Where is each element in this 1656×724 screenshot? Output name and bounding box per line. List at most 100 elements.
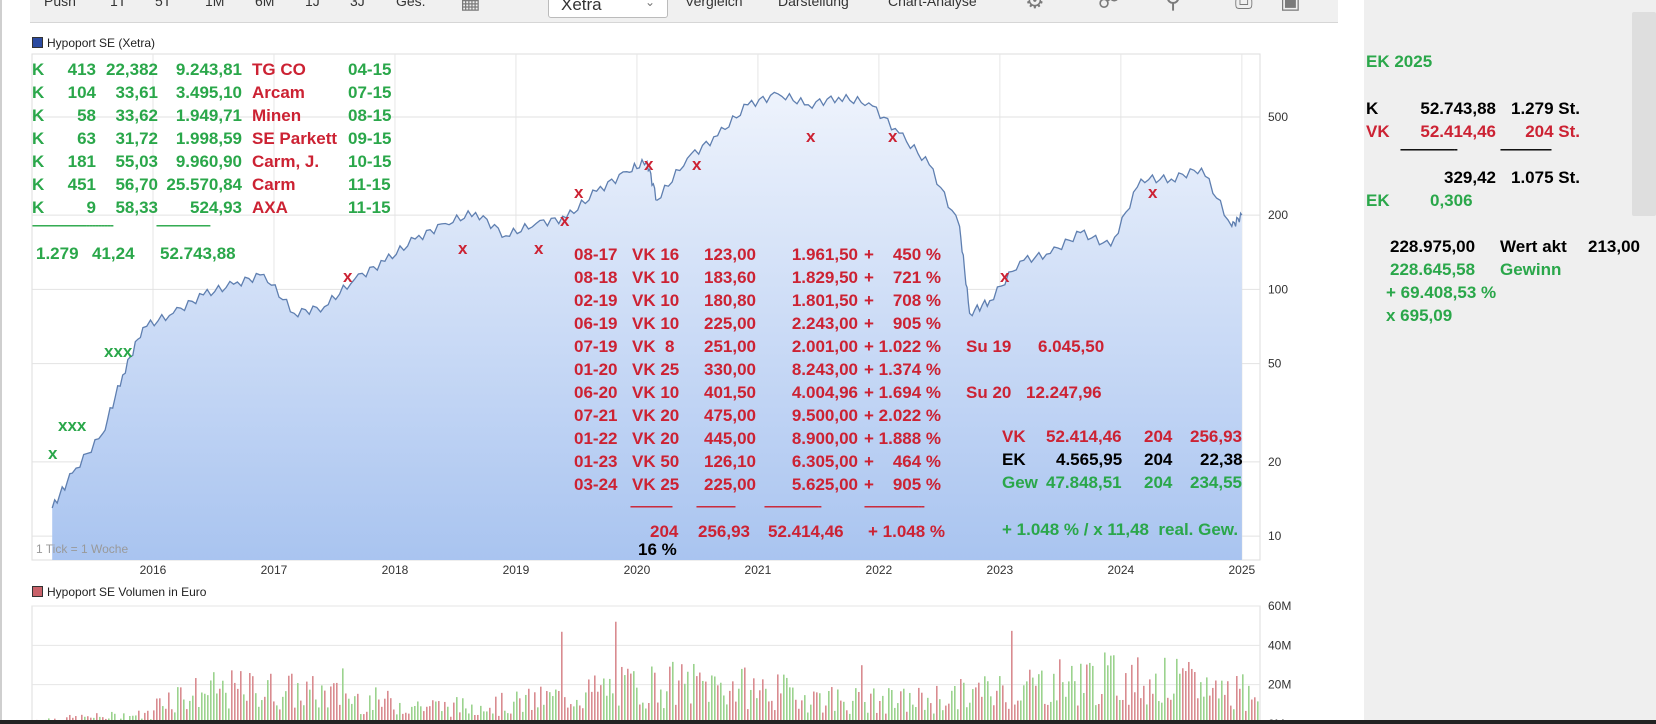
volume-bar [885,713,887,724]
volume-bar [297,683,299,724]
volume-bar [1251,699,1253,724]
scrollbar-thumb[interactable] [1632,12,1656,216]
volume-bar [1128,704,1130,724]
range-3j[interactable]: 3J [350,0,365,9]
print-icon[interactable]: ⎙ [1235,0,1253,13]
range-6m[interactable]: 6M [255,0,275,9]
chart-toolbar: Push 1T 5T 1M 6M 1J 3J Ges. ▦ Xetra ⌄ Ve… [30,0,1338,23]
range-ges[interactable]: Ges. [396,0,426,9]
chart-analysis-button[interactable]: Chart-Analyse [888,0,977,9]
buy-marker: x [48,444,58,463]
compare-button[interactable]: Vergleich [685,0,743,9]
volume-bar [687,671,689,724]
sale-amount: 1.961,50 [791,245,858,264]
price-chart-title: Hypoport SE (Xetra) [47,36,156,50]
volume-bar [387,690,389,724]
volume-bar [753,678,755,724]
buy-k: K [32,60,45,79]
volume-bar [849,713,851,724]
volume-bar [588,679,590,724]
sale-vk: VK 10 [632,314,680,333]
volume-bar [507,713,509,724]
panel-wert-price: 213,00 [1588,237,1640,256]
range-1j[interactable]: 1J [305,0,320,9]
volume-bar [897,703,899,724]
volume-bar [159,698,161,724]
summary-vk-label: VK [1002,427,1026,446]
volume-bar [777,674,779,724]
calendar-icon[interactable]: ▦ [460,0,481,13]
volume-bar [432,700,434,724]
share-icon[interactable]: ☍ [1098,0,1121,13]
volume-bar [561,631,563,724]
volume-bar [222,680,224,724]
volume-bar [570,704,572,724]
range-1t[interactable]: 1T [110,0,127,9]
buy-name: AXA [252,198,288,217]
volume-bar [1050,701,1052,724]
range-5t[interactable]: 5T [155,0,172,9]
volume-bar [201,692,203,724]
display-button[interactable]: Darstellung [778,0,849,9]
volume-bar [576,699,578,724]
volume-bar [492,713,494,724]
buy-marker: xxx [58,416,87,435]
sale-amount: 6.305,00 [791,452,858,471]
volume-bar [549,692,551,724]
sale-date: 01-20 [574,360,618,379]
volume-bar [720,682,722,724]
volume-bar [804,695,806,724]
volume-bar [534,692,536,724]
save-icon[interactable]: ▣ [1280,0,1301,13]
volume-bar [933,713,935,724]
volume-bar [1185,671,1187,724]
volume-bar [1164,657,1166,724]
volume-bar [309,689,311,724]
volume-bar [1134,692,1136,724]
sale-date: 06-20 [574,383,618,402]
y-tick-label: 10 [1268,529,1282,543]
volume-bar [1248,685,1250,724]
volume-bar [1023,685,1025,724]
volume-legend-swatch [32,586,43,597]
exchange-select[interactable]: Xetra ⌄ [548,0,668,18]
volume-bar [984,676,986,724]
gear-icon[interactable]: ⚙ [1025,0,1045,13]
volume-bar [648,703,650,724]
volume-bar [111,711,113,724]
volume-bar [396,714,398,724]
volume-bar [672,661,674,724]
sale-price: 251,00 [704,337,756,356]
range-push[interactable]: Push [44,0,76,9]
sell-marker: x [1000,267,1010,286]
range-1m[interactable]: 1M [205,0,225,9]
volume-bar [585,692,587,724]
sales-sum-amount: 52.414,46 [768,522,844,541]
sale-price: 126,10 [704,452,756,471]
volume-bar [768,701,770,724]
volume-bar [717,685,719,724]
volume-bar [954,685,956,724]
y-tick-label: 20 [1268,455,1282,469]
volume-bar [564,697,566,724]
volume-bar [138,710,140,724]
volume-bar [948,703,950,724]
sale-date: 02-19 [574,291,618,310]
volume-bar [711,675,713,724]
volume-bar [438,701,440,724]
buy-price: 58,33 [115,198,158,217]
volume-bar [132,715,134,724]
buy-qty: 413 [67,60,96,79]
summary-vk-price: 256,93 [1190,427,1242,446]
volume-bar [918,687,920,724]
panel-mult: x 695,09 [1386,306,1453,325]
search-icon[interactable]: ⚲ [1165,0,1182,13]
volume-bar [951,690,953,724]
volume-bar [363,714,365,724]
volume-bar [906,711,908,724]
volume-bar [942,710,944,724]
volume-bar [891,690,893,724]
volume-bar [1161,702,1163,724]
volume-bar [168,692,170,724]
volume-bar [1230,705,1232,724]
